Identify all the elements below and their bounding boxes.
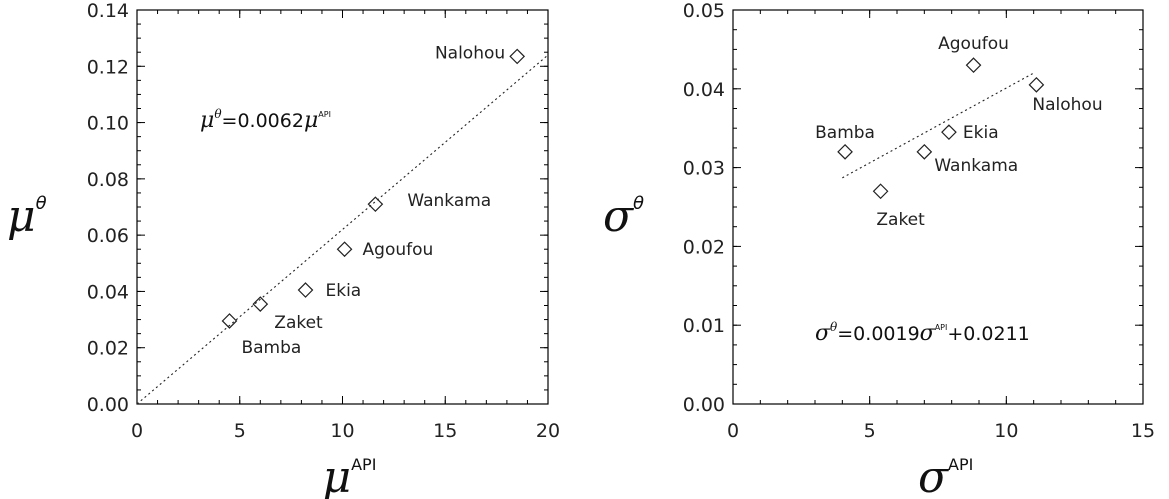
regression-fit-line — [136, 54, 549, 405]
y-tick-label: 0.06 — [87, 225, 129, 247]
y-tick-label: 0.02 — [87, 338, 129, 360]
y-tick-label: 0.10 — [87, 113, 129, 135]
left-fit-equation: μθ=0.0062μAPI — [200, 107, 331, 133]
right-fit-equation: σθ=0.0019σAPI+0.0211 — [815, 320, 1030, 346]
right-x-axis-label: σAPI — [918, 452, 973, 499]
y-tick-label: 0.08 — [87, 169, 129, 191]
right-y-axis-label: σθ — [603, 191, 644, 242]
x-tick-label: 5 — [234, 420, 246, 442]
x-tick-label: 20 — [536, 420, 560, 442]
data-point-label: Ekia — [963, 123, 999, 143]
data-point-marker — [252, 296, 269, 312]
data-point-marker — [336, 241, 353, 258]
y-tick-label: 0.00 — [87, 394, 129, 416]
left-chart: 0 5 10 15 20 0.00 0.02 0.04 0.06 0.08 0.10 0.12 0.14… — [7, 0, 560, 499]
data-point-marker — [837, 143, 853, 160]
y-tick-label: 0.12 — [87, 56, 129, 78]
y-tick-label: 0.02 — [683, 236, 725, 258]
data-point-label: Agoufou — [363, 240, 434, 260]
x-tick-label: 10 — [994, 420, 1018, 442]
data-point-label: Wankama — [934, 156, 1018, 176]
data-point-marker — [509, 48, 526, 65]
right-fit-line-group — [842, 72, 1034, 179]
data-point-label: Ekia — [326, 281, 362, 301]
right-chart: 0 5 10 15 0.00 0.01 0.02 0.03 0.04 0.05 Bamba Zake… — [603, 0, 1155, 499]
data-point-label: Nalohou — [435, 43, 505, 63]
data-point-marker — [1028, 77, 1045, 93]
x-tick-label: 15 — [1131, 420, 1155, 442]
left-x-axis-label: μAPI — [323, 452, 377, 499]
data-point-label: Agoufou — [938, 34, 1009, 54]
data-point-marker — [297, 282, 314, 298]
regression-fit-line — [842, 72, 1034, 179]
y-tick-label: 0.14 — [87, 0, 129, 22]
y-tick-label: 0.05 — [683, 0, 725, 22]
y-tick-label: 0.03 — [683, 158, 725, 180]
data-point-marker — [916, 143, 933, 160]
x-tick-label: 0 — [727, 420, 739, 442]
data-point-label: Nalohou — [1032, 95, 1102, 115]
x-tick-label: 15 — [433, 420, 457, 442]
data-point-marker — [965, 57, 982, 74]
y-tick-label: 0.01 — [683, 315, 725, 337]
y-tick-label: 0.00 — [683, 394, 725, 416]
x-tick-label: 0 — [131, 420, 143, 442]
data-point-label: Bamba — [815, 123, 875, 143]
y-tick-label: 0.04 — [683, 79, 725, 101]
left-fit-line-group — [136, 54, 549, 405]
data-point-label: Zaket — [876, 210, 925, 230]
data-point-marker — [872, 183, 889, 200]
right-plot-frame — [732, 9, 1144, 405]
x-tick-label: 5 — [864, 420, 876, 442]
data-point-label: Wankama — [407, 191, 491, 211]
left-ticks: 0 5 10 15 20 0.00 0.02 0.04 0.06 0.08 0.10 0.12 0.14 — [87, 0, 560, 442]
left-y-axis-label: μθ — [7, 191, 47, 242]
data-point-marker — [941, 124, 957, 140]
right-ticks: 0 5 10 15 0.00 0.01 0.02 0.03 0.04 0.05 — [683, 0, 1155, 442]
data-point-label: Zaket — [274, 313, 323, 333]
data-point-marker — [367, 196, 384, 213]
data-point-marker — [221, 313, 238, 329]
x-tick-label: 10 — [330, 420, 354, 442]
right-points: Bamba Zaket Wankama Ekia Agoufou Nalohou — [815, 34, 1102, 230]
y-tick-label: 0.04 — [87, 281, 129, 303]
data-point-label: Bamba — [241, 338, 301, 358]
